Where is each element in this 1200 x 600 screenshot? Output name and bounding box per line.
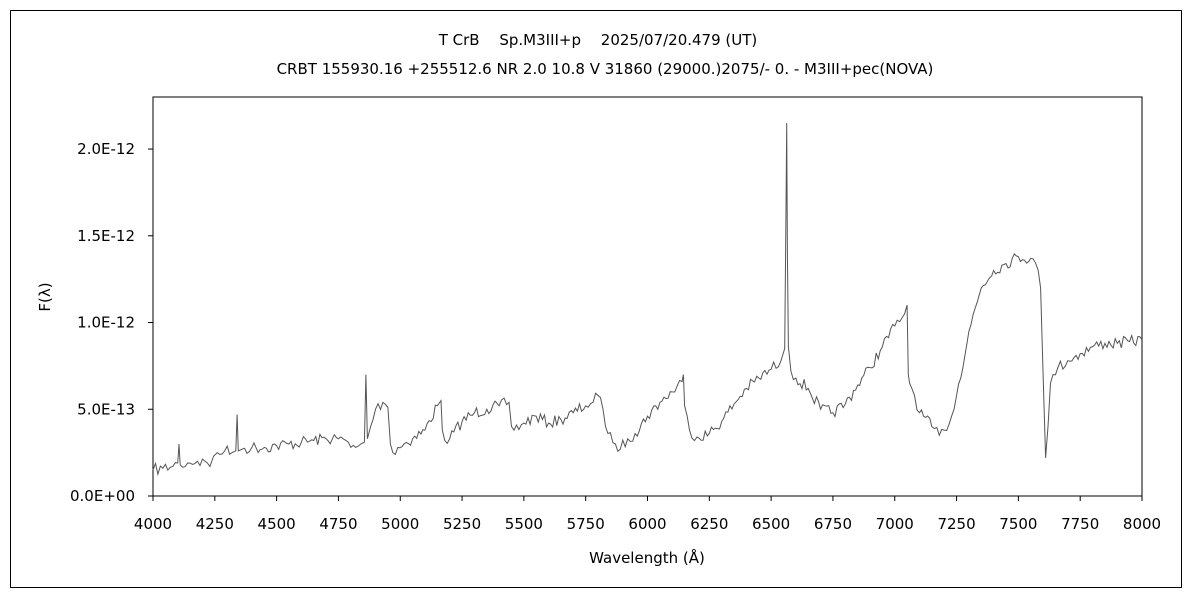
chart-title: T CrB Sp.M3III+p 2025/07/20.479 (UT) bbox=[438, 31, 758, 49]
x-tick-label: 6000 bbox=[628, 515, 666, 533]
x-axis-label: Wavelength (Å) bbox=[589, 548, 705, 567]
x-tick-label: 4500 bbox=[258, 515, 296, 533]
y-tick-label: 2.0E-12 bbox=[77, 140, 135, 158]
x-tick-label: 5750 bbox=[567, 515, 605, 533]
x-tick-label: 5500 bbox=[505, 515, 543, 533]
x-tick-label: 6500 bbox=[752, 515, 790, 533]
x-tick-label: 5250 bbox=[443, 515, 481, 533]
x-tick-label: 8000 bbox=[1123, 515, 1161, 533]
chart-frame bbox=[10, 10, 1182, 588]
y-tick-label: 1.0E-12 bbox=[77, 314, 135, 332]
y-tick-label: 1.5E-12 bbox=[77, 227, 135, 245]
x-tick-label: 6750 bbox=[814, 515, 852, 533]
spectrum-line bbox=[152, 122, 1143, 477]
x-tick-label: 5000 bbox=[381, 515, 419, 533]
x-tick-label: 6250 bbox=[690, 515, 728, 533]
x-tick-label: 7250 bbox=[937, 515, 975, 533]
chart-subtitle: CRBT 155930.16 +255512.6 NR 2.0 10.8 V 3… bbox=[277, 60, 934, 78]
plot-border bbox=[152, 96, 1143, 497]
plot-area: 4000 4250 4500 4750 5000 5250 5500 5750 6000 6250… bbox=[70, 96, 1161, 533]
x-tick-label: 4250 bbox=[196, 515, 234, 533]
y-tick-label: 0.0E+00 bbox=[70, 487, 135, 505]
x-tick-label: 4750 bbox=[319, 515, 357, 533]
x-tick-label: 7500 bbox=[999, 515, 1037, 533]
x-tick-label: 7750 bbox=[1061, 515, 1099, 533]
y-axis-label: F(λ) bbox=[36, 282, 54, 311]
y-tick-label: 5.0E-13 bbox=[77, 400, 135, 418]
x-tick-label: 4000 bbox=[134, 515, 172, 533]
x-tick-label: 7000 bbox=[876, 515, 914, 533]
